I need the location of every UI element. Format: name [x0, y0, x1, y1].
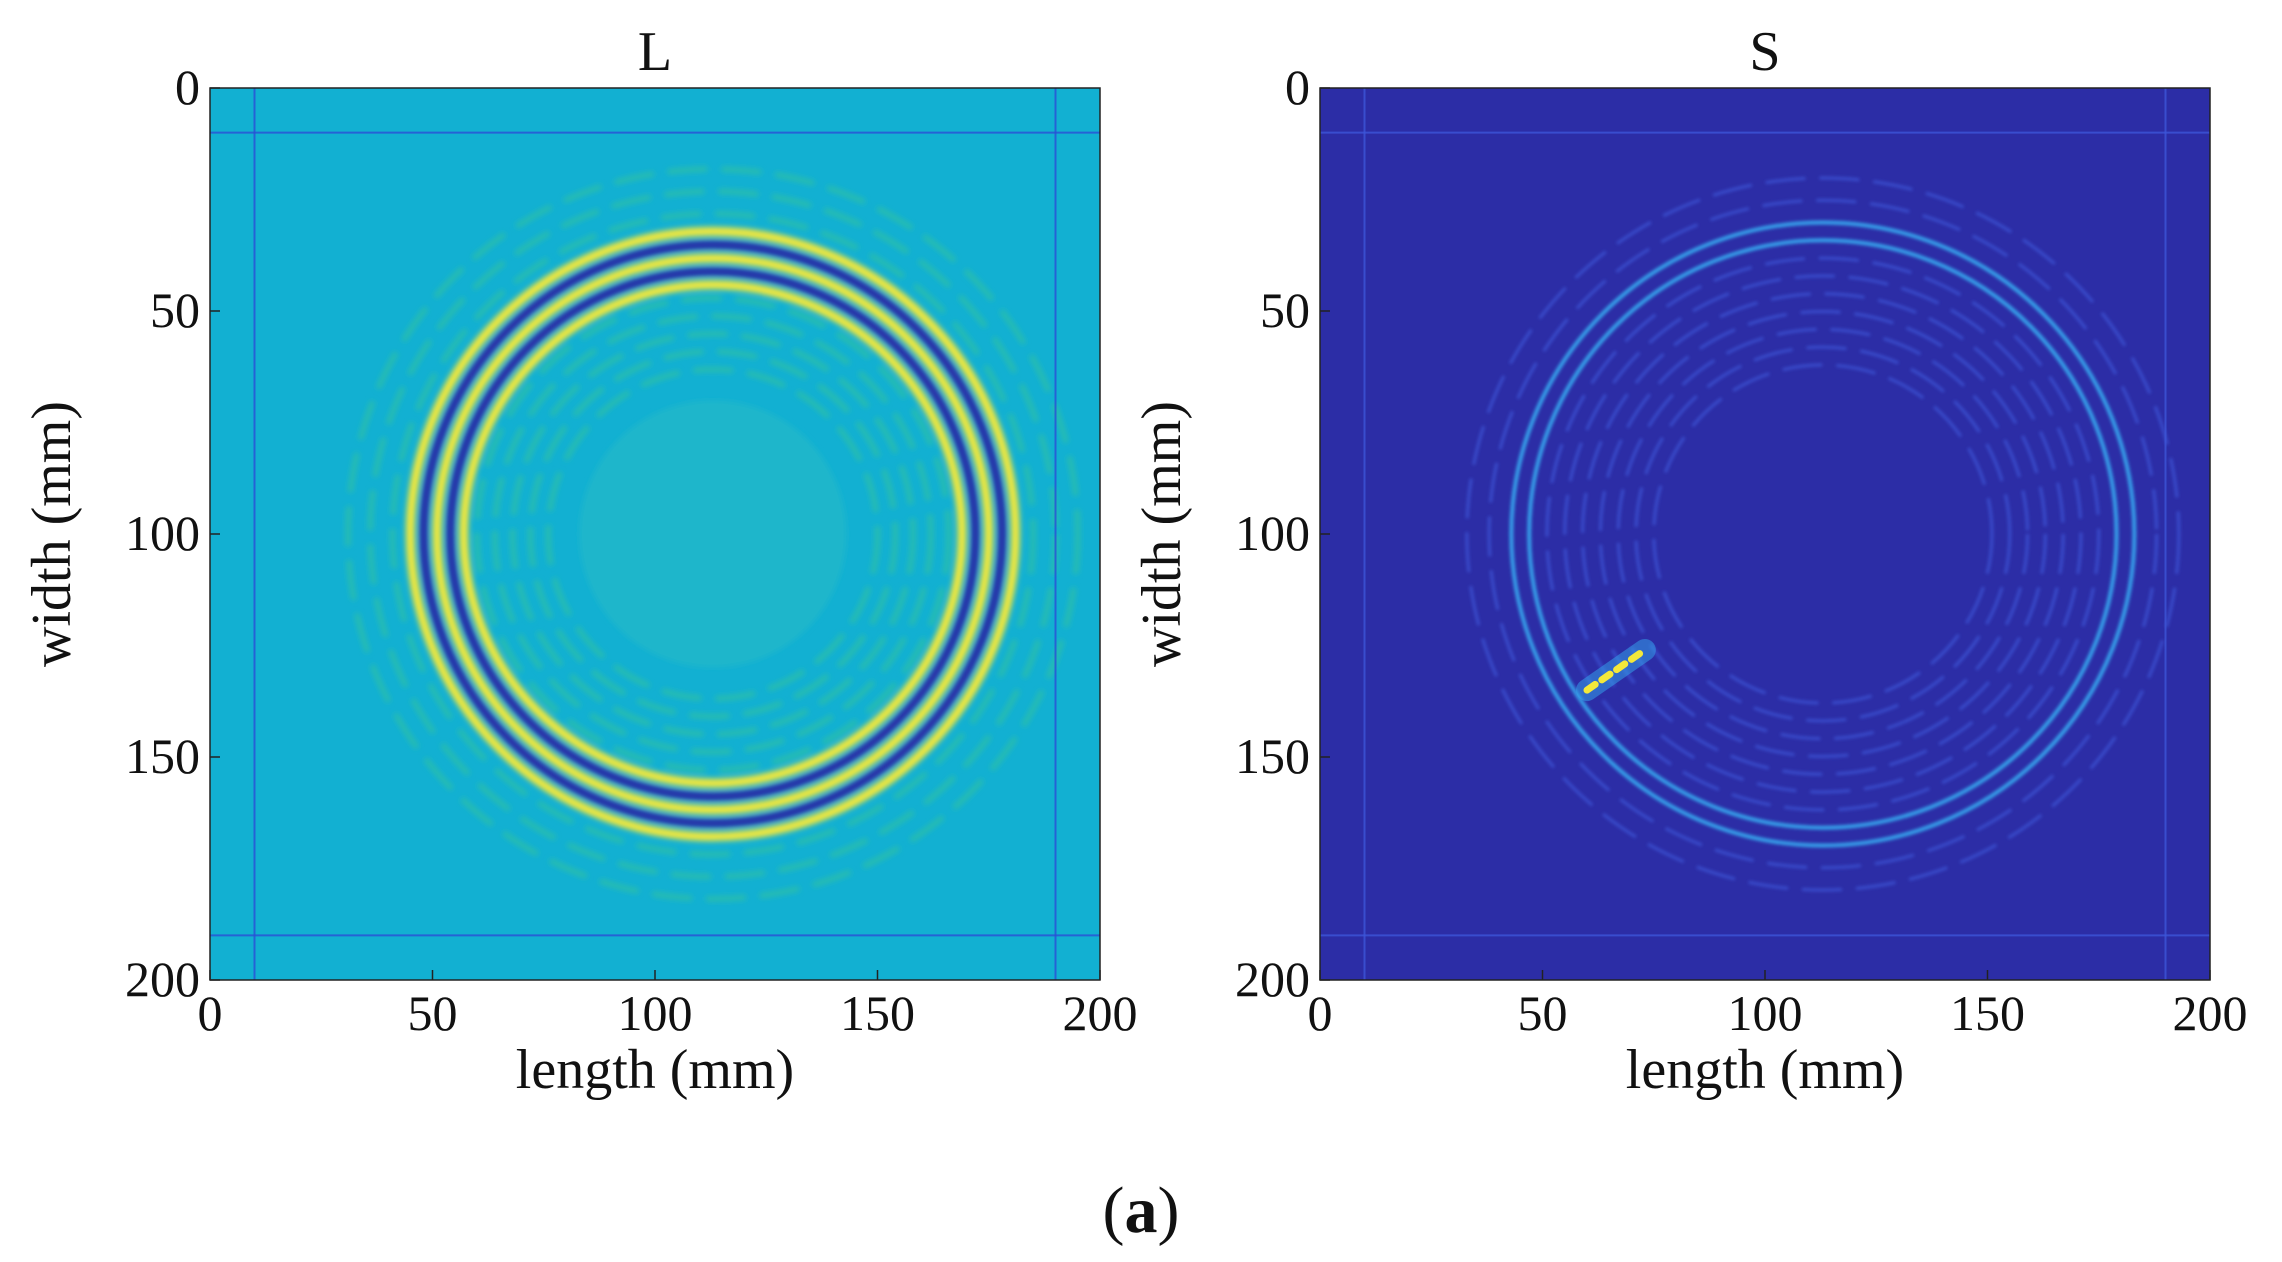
wave-ring-4	[1581, 292, 2065, 776]
x-tick-label: 150	[1950, 985, 2025, 1041]
y-tick-label: 0	[175, 59, 200, 115]
chart-title: L	[638, 21, 672, 83]
wave-ring-10	[1465, 176, 2181, 892]
wave-ring-10	[389, 211, 1036, 857]
x-tick-label: 50	[1518, 985, 1568, 1041]
wave-ring-9	[1487, 198, 2159, 870]
center-disk	[579, 400, 847, 668]
wave-ring-2	[1545, 256, 2101, 812]
wave-ring-6	[1616, 327, 2030, 741]
wave-ring-9	[545, 366, 880, 702]
y-axis-label: width (mm)	[21, 401, 83, 667]
wave-ring-5	[1598, 310, 2047, 758]
x-tick-label: 0	[1308, 985, 1333, 1041]
x-tick-label: 150	[840, 985, 915, 1041]
defect-core	[1583, 646, 1649, 694]
wave-ring-7	[1634, 345, 2012, 723]
defect-hotspot	[1576, 638, 1656, 702]
field-image	[210, 88, 1100, 980]
y-tick-label: 200	[1235, 951, 1310, 1007]
wave-ring-12	[345, 166, 1081, 902]
x-tick-label: 200	[2173, 985, 2248, 1041]
wave-ring-8	[527, 349, 898, 719]
wave-ring-1	[1527, 238, 2119, 830]
field-image	[1320, 88, 2210, 980]
wave-ring-4	[459, 280, 967, 788]
wave-ring-0	[1509, 220, 2137, 848]
y-tick-label: 150	[1235, 728, 1310, 784]
y-tick-label: 200	[125, 951, 200, 1007]
y-tick-label: 50	[1260, 282, 1310, 338]
figure-caption: (a)	[1103, 1174, 1180, 1247]
wave-rings	[345, 166, 1081, 902]
x-tick-label: 100	[1728, 985, 1803, 1041]
y-axis-label: width (mm)	[1131, 401, 1193, 667]
wave-ring-0	[405, 226, 1020, 842]
wave-ring-3	[1563, 274, 2083, 794]
y-tick-label: 100	[125, 505, 200, 561]
wave-rings	[1465, 176, 2181, 892]
x-tick-label: 50	[408, 985, 458, 1041]
wave-ring-2	[432, 253, 994, 815]
wave-ring-6	[492, 313, 934, 755]
y-tick-label: 150	[125, 728, 200, 784]
wave-ring-3	[445, 266, 980, 802]
plot-area	[1320, 88, 2210, 980]
x-axis-label: length (mm)	[516, 1039, 794, 1101]
wave-ring-1	[419, 240, 1007, 828]
y-tick-label: 0	[1285, 59, 1310, 115]
wave-ring-5	[474, 295, 952, 773]
x-tick-label: 200	[1063, 985, 1138, 1041]
chart-title: S	[1749, 21, 1780, 83]
wave-ring-7	[510, 331, 916, 737]
y-tick-label: 50	[150, 282, 200, 338]
x-tick-label: 0	[198, 985, 223, 1041]
wave-ring-8	[1652, 363, 1994, 705]
x-tick-label: 100	[618, 985, 693, 1041]
x-axis-label: length (mm)	[1626, 1039, 1904, 1101]
y-tick-label: 100	[1235, 505, 1310, 561]
